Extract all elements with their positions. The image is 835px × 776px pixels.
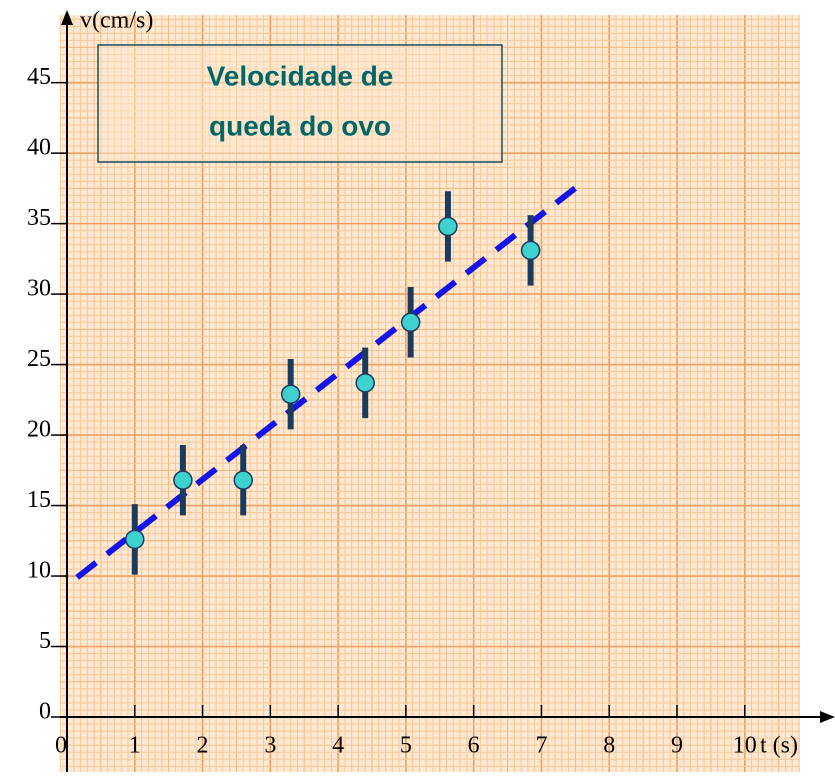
data-point bbox=[520, 240, 541, 261]
x-tick-label: 10 bbox=[733, 733, 757, 759]
x-tick-label: 5 bbox=[400, 733, 412, 759]
data-point bbox=[173, 470, 193, 490]
y-tick-label: 30 bbox=[27, 276, 51, 302]
x-tick-label: 3 bbox=[264, 733, 276, 759]
y-tick-label: 45 bbox=[27, 64, 51, 90]
x-tick-label: 7 bbox=[535, 733, 547, 759]
trend-line bbox=[75, 180, 584, 580]
y-tick-label: 35 bbox=[27, 205, 51, 231]
x-tick-label: 9 bbox=[671, 733, 683, 759]
data-point bbox=[438, 216, 458, 237]
x-tick-label: 0 bbox=[55, 733, 67, 759]
data-point bbox=[125, 529, 145, 550]
x-tick-label: 4 bbox=[332, 733, 344, 759]
x-tick-label: 6 bbox=[468, 733, 480, 759]
title-box bbox=[97, 44, 503, 163]
data-point bbox=[233, 470, 253, 490]
y-tick-label: 0 bbox=[39, 699, 51, 725]
x-tick-label: 8 bbox=[603, 733, 615, 759]
y-tick-label: 25 bbox=[27, 346, 51, 372]
y-axis-label: v(cm/s) bbox=[80, 8, 153, 34]
x-axis-arrow bbox=[820, 711, 835, 723]
y-tick-label: 10 bbox=[27, 558, 51, 584]
data-point bbox=[280, 384, 301, 404]
y-tick-label: 20 bbox=[27, 417, 51, 443]
x-axis-label: t (s) bbox=[760, 733, 798, 759]
x-tick-label: 2 bbox=[197, 733, 209, 759]
y-tick-label: 5 bbox=[39, 628, 51, 654]
y-axis-arrow bbox=[61, 10, 73, 25]
y-tick-label: 40 bbox=[27, 135, 51, 161]
data-point bbox=[355, 373, 375, 393]
x-tick-label: 1 bbox=[129, 733, 141, 759]
y-tick-label: 15 bbox=[27, 487, 51, 513]
data-point bbox=[400, 312, 421, 333]
chart-title: Velocidade de bbox=[207, 60, 394, 91]
chart-title: queda do ovo bbox=[209, 110, 391, 141]
